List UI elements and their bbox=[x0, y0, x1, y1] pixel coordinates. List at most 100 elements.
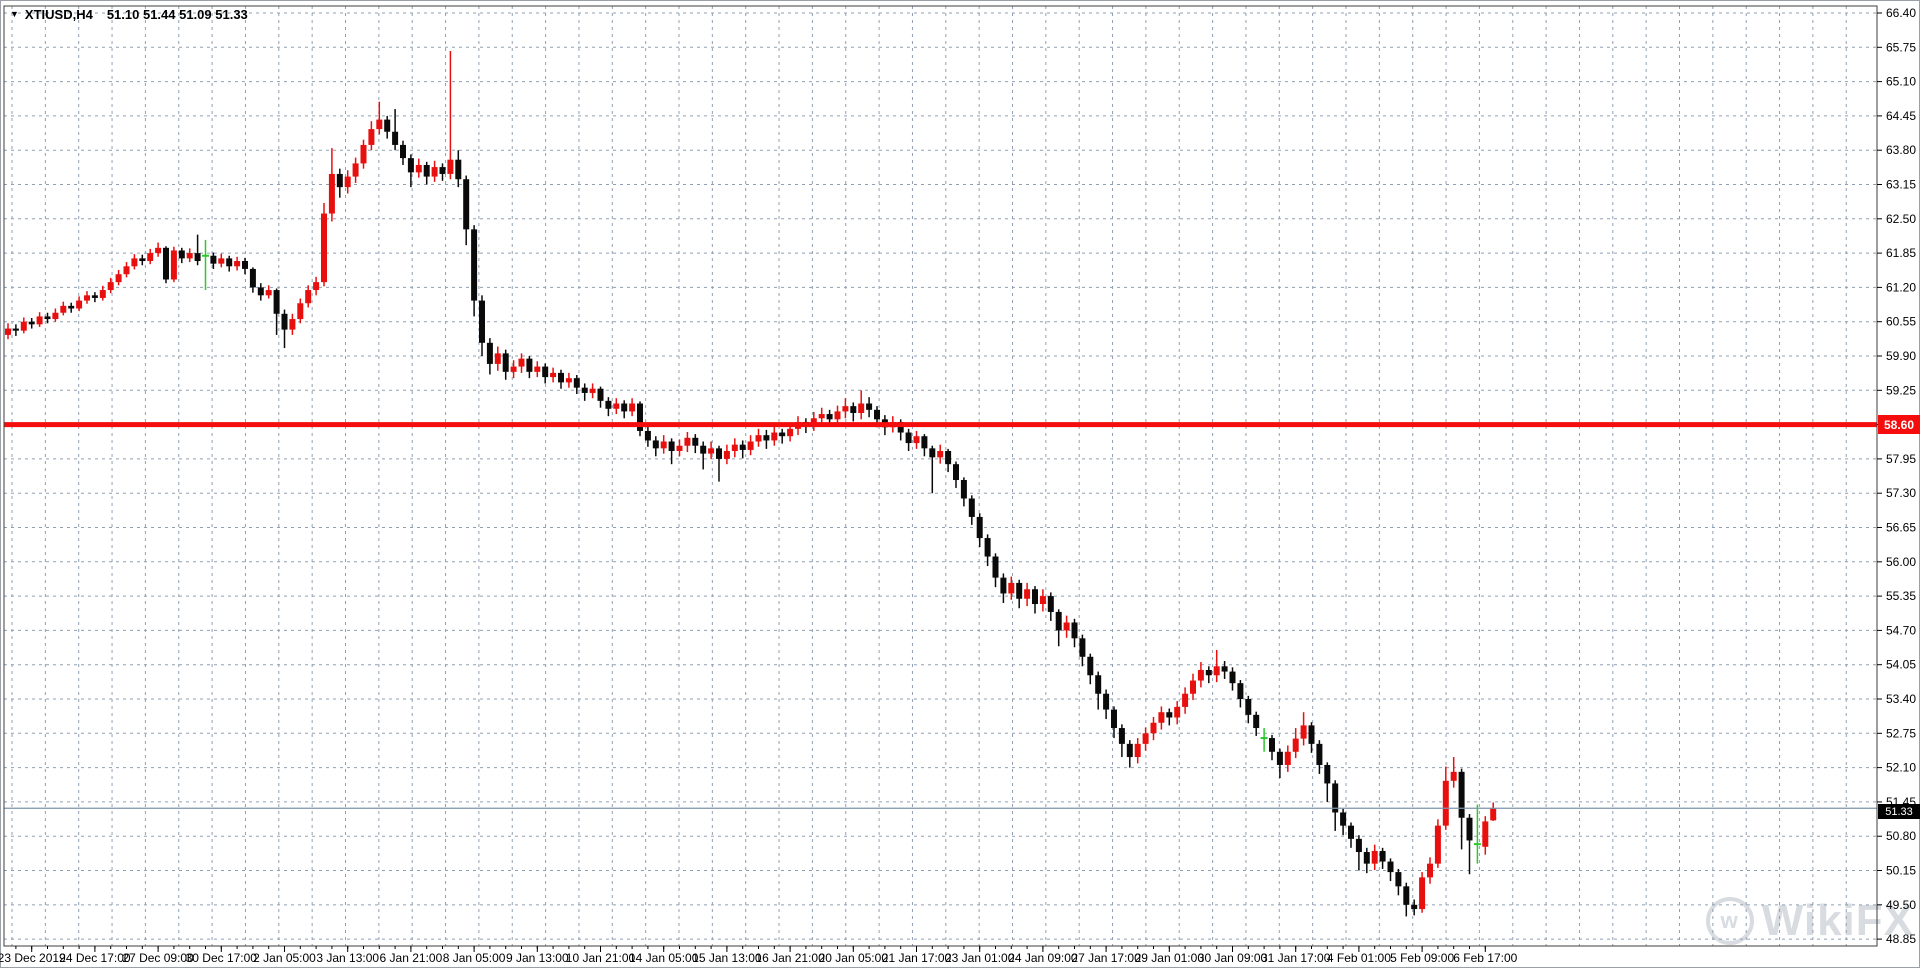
candle-body bbox=[439, 167, 446, 174]
candle-body bbox=[344, 176, 351, 188]
price-axis[interactable]: 66.40 65.75 65.10 64.45 63.80 63.15 62.50 61.85… bbox=[1877, 6, 1916, 946]
time-label: 24 Dec 17:00 bbox=[59, 951, 131, 965]
candle-body bbox=[1371, 850, 1378, 864]
candle-body bbox=[1016, 582, 1023, 599]
time-label: 8 Jan 05:00 bbox=[443, 951, 506, 965]
candle-body bbox=[321, 213, 327, 283]
candle-body bbox=[779, 432, 786, 437]
candle-body bbox=[1032, 589, 1038, 605]
price-label: 49.50 bbox=[1886, 898, 1916, 912]
candle-body bbox=[494, 353, 501, 364]
time-label: 9 Jan 13:00 bbox=[506, 951, 569, 965]
candle-body bbox=[328, 173, 335, 214]
candle-body bbox=[818, 414, 825, 419]
time-label: 30 Jan 09:00 bbox=[1198, 951, 1268, 965]
time-label: 6 Jan 21:00 bbox=[380, 951, 443, 965]
price-label: 53.40 bbox=[1886, 692, 1916, 706]
candle-body bbox=[273, 290, 280, 314]
candle-body bbox=[1363, 852, 1370, 864]
candle-body bbox=[558, 372, 564, 383]
plot-border bbox=[3, 5, 1878, 947]
candles bbox=[5, 50, 1497, 917]
candle-body bbox=[178, 250, 185, 259]
candle-body bbox=[1308, 725, 1315, 744]
candle-body bbox=[731, 444, 738, 451]
price-label: 52.10 bbox=[1886, 761, 1916, 775]
time-label: 30 Dec 17:00 bbox=[186, 951, 258, 965]
candle-body bbox=[787, 428, 794, 437]
candle-body bbox=[1158, 712, 1165, 723]
price-label: 66.40 bbox=[1886, 6, 1916, 20]
time-label: 24 Jan 09:00 bbox=[1008, 951, 1078, 965]
price-label: 55.35 bbox=[1886, 589, 1916, 603]
candle-body bbox=[186, 253, 193, 259]
time-label: 2 Jan 05:00 bbox=[253, 951, 316, 965]
candle-body bbox=[360, 144, 367, 164]
price-label: 59.90 bbox=[1886, 349, 1916, 363]
grid bbox=[4, 6, 1877, 946]
horizontal-line[interactable] bbox=[4, 422, 1877, 428]
candle-body bbox=[376, 119, 383, 130]
candle-body bbox=[352, 163, 359, 177]
candle-body bbox=[242, 261, 248, 269]
candle-body bbox=[1237, 683, 1244, 700]
time-label: 15 Jan 13:00 bbox=[692, 951, 762, 965]
candle-body bbox=[407, 158, 414, 173]
candle-body bbox=[842, 406, 849, 412]
candle-body bbox=[155, 247, 162, 254]
candle-body bbox=[660, 441, 667, 449]
candle-body bbox=[968, 498, 975, 517]
candle-body bbox=[1253, 714, 1260, 729]
candle-body bbox=[384, 119, 391, 132]
candle-body bbox=[589, 388, 596, 393]
bid-price-tag: 51.33 bbox=[1878, 804, 1920, 820]
time-label: 10 Jan 21:00 bbox=[566, 951, 636, 965]
candle-body bbox=[929, 448, 936, 458]
candle-body bbox=[68, 305, 75, 309]
candle-body bbox=[1458, 771, 1465, 818]
candle-body bbox=[1316, 743, 1323, 765]
candle-body bbox=[565, 378, 572, 383]
candle-body bbox=[613, 403, 620, 409]
watermark-text: WikiFX bbox=[1761, 896, 1914, 945]
candle-body bbox=[226, 258, 233, 267]
candle-body bbox=[313, 282, 320, 291]
candle-body bbox=[1182, 693, 1189, 707]
price-label: 54.05 bbox=[1886, 658, 1916, 672]
candle-body bbox=[1450, 771, 1457, 781]
candle-body bbox=[700, 445, 707, 454]
candle-body bbox=[60, 305, 67, 313]
candle-body bbox=[265, 290, 272, 296]
candle-body bbox=[431, 167, 438, 177]
candle-body bbox=[716, 448, 722, 459]
candle-body bbox=[1403, 886, 1410, 905]
candle-body bbox=[874, 409, 880, 420]
candle-body bbox=[5, 328, 11, 335]
candle-body bbox=[210, 255, 217, 264]
candle-body bbox=[1490, 808, 1497, 821]
candle-body bbox=[1055, 611, 1062, 631]
candle-body bbox=[20, 321, 27, 331]
price-label: 52.75 bbox=[1886, 726, 1916, 740]
time-label: 5 Feb 09:00 bbox=[1390, 951, 1454, 965]
candle-body bbox=[400, 144, 406, 159]
candle-body bbox=[581, 387, 588, 393]
candle-body bbox=[463, 179, 470, 230]
candle-body bbox=[850, 406, 857, 413]
candle-body bbox=[1111, 709, 1117, 729]
price-label: 54.70 bbox=[1886, 623, 1916, 637]
candle-body bbox=[1174, 706, 1181, 718]
candle-body bbox=[652, 440, 659, 449]
candle-body bbox=[305, 290, 312, 304]
candle-body bbox=[486, 342, 493, 364]
candle-body bbox=[415, 164, 422, 173]
candle-body bbox=[1245, 699, 1252, 715]
candle-body bbox=[392, 131, 399, 145]
candle-body bbox=[1411, 904, 1418, 910]
candle-body bbox=[984, 538, 991, 557]
candle-body bbox=[52, 312, 59, 320]
collapse-triangle-icon[interactable]: ▼ bbox=[10, 9, 19, 19]
candle-body bbox=[1427, 863, 1433, 878]
